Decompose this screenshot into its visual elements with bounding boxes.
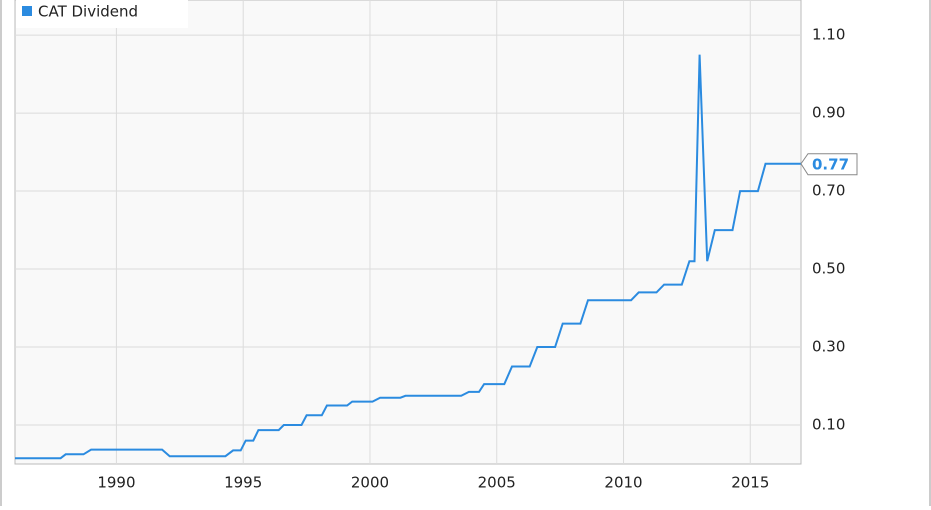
x-tick-label: 2000: [351, 474, 389, 492]
value-label: 0.77: [812, 155, 849, 173]
legend-box: [16, 0, 188, 28]
x-tick-label: 1990: [97, 474, 135, 492]
y-tick-label: 0.30: [812, 338, 845, 356]
plot-area: [14, 0, 802, 465]
line: [15, 54, 801, 460]
legend-label: CAT Dividend: [38, 3, 138, 21]
y-tick-label: 1.10: [812, 26, 845, 44]
value-label-box: [800, 153, 858, 176]
y-tick-label: 0.50: [812, 260, 845, 278]
x-tick-label: 1995: [224, 474, 262, 492]
y-tick-label: 0.10: [812, 416, 845, 434]
y-tick-label: 0.90: [812, 104, 845, 122]
legend-swatch: [22, 6, 32, 16]
x-tick-label: 2005: [478, 474, 516, 492]
x-tick-label: 2015: [731, 474, 769, 492]
y-tick-label: 0.70: [812, 182, 845, 200]
x-tick-label: 2010: [604, 474, 642, 492]
